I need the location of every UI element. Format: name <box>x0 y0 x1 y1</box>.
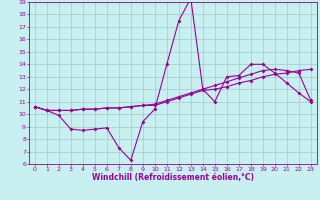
X-axis label: Windchill (Refroidissement éolien,°C): Windchill (Refroidissement éolien,°C) <box>92 173 254 182</box>
